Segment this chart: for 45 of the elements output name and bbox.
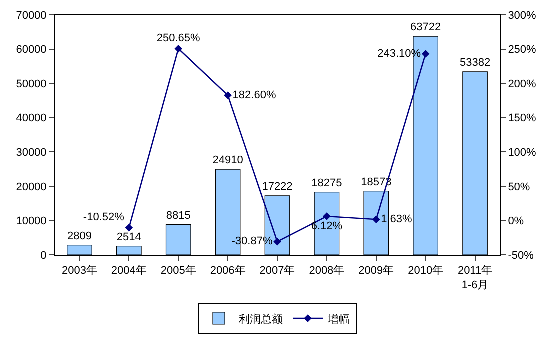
point — [174, 44, 183, 53]
data-label: 63722 — [410, 22, 442, 34]
y-tick-label: 0 — [40, 250, 47, 262]
data-label: 53382 — [460, 56, 491, 69]
data-label: 2514 — [116, 231, 142, 244]
point — [274, 238, 282, 246]
point — [125, 224, 134, 232]
x-tick-label: 2011年 1-6月 — [458, 265, 493, 292]
point — [422, 50, 430, 58]
y-tick-label: 70000 — [16, 10, 47, 22]
y2-tick-label: 0% — [508, 216, 524, 228]
y2-tick-label: 300% — [508, 10, 537, 22]
data-label: -10.52% — [83, 211, 125, 224]
data-label: 182.60% — [232, 89, 276, 102]
y-tick-label: 30000 — [16, 146, 47, 159]
legend-label: 增幅 — [327, 314, 350, 326]
y-tick-label: 60000 — [16, 44, 47, 56]
y-tick-label: 20000 — [16, 181, 47, 194]
legend-label: 利润总额 — [239, 312, 283, 326]
y-tick-label: 10000 — [16, 216, 47, 228]
data-label: 17222 — [262, 180, 293, 193]
y2-tick-label: 150% — [508, 112, 537, 125]
x-tick-label: 2006年 — [210, 265, 246, 278]
data-label: 18275 — [312, 177, 342, 190]
data-label: 2809 — [67, 230, 92, 242]
y-tick-label: 40000 — [16, 112, 47, 125]
x-tick-label: 2007年 — [260, 265, 296, 278]
y-tick-label: 50000 — [16, 78, 47, 90]
y2-tick-label: 100% — [508, 146, 537, 159]
x-tick-label: 2004年 — [111, 265, 147, 278]
data-label: 24910 — [212, 154, 244, 167]
y2-tick-label: 250% — [508, 44, 537, 56]
x-tick-label: 2005年 — [160, 265, 196, 278]
point — [224, 92, 232, 100]
x-tick-label: 2009年 — [358, 265, 394, 278]
point — [372, 216, 380, 224]
x-tick-label: 2008年 — [309, 265, 345, 278]
y2-tick-label: 50% — [508, 181, 530, 194]
data-label: 8815 — [166, 210, 191, 222]
y2-tick-label: 200% — [508, 78, 537, 90]
point — [323, 212, 331, 220]
y2-tick-label: -50% — [508, 250, 534, 262]
x-tick-label: 2003年 — [62, 265, 98, 278]
x-tick-label: 2010年 — [408, 265, 444, 278]
data-label: 250.65% — [156, 32, 201, 44]
